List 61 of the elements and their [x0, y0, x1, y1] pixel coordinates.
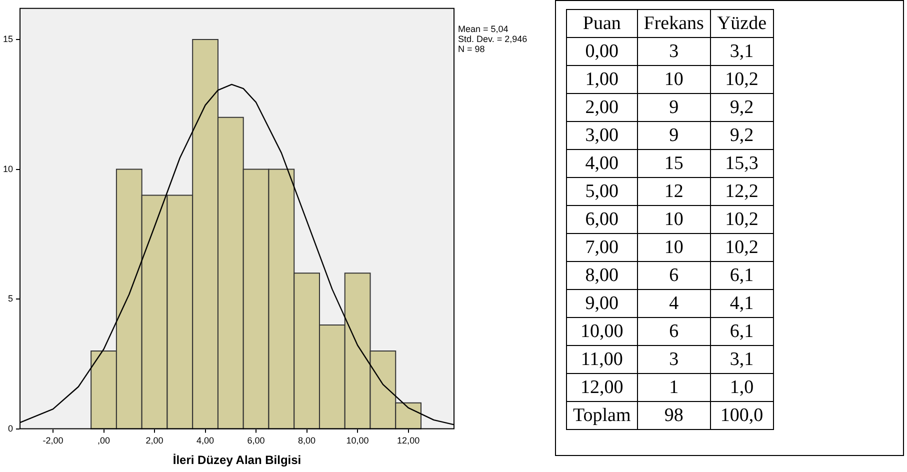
text: Toplam [566, 402, 638, 430]
x-tick-label: 2,00 [146, 436, 164, 446]
text: 9 [637, 122, 710, 150]
text: Std. Dev. = 2,946 [458, 34, 528, 44]
text: 9,2 [710, 122, 774, 150]
text: Yüzde [710, 10, 774, 38]
y-tick-label: 5 [8, 294, 14, 304]
text: 8,00 [566, 262, 638, 290]
text: 6,00 [566, 206, 638, 234]
text: 3 [637, 38, 710, 66]
text: 1,00 [566, 66, 638, 94]
text: 4,1 [710, 290, 774, 318]
text: 12,2 [710, 178, 774, 206]
x-tick-label: 4,00 [196, 436, 214, 446]
text: 15 [637, 150, 710, 178]
x-tick-label: 6,00 [247, 436, 265, 446]
text: 7,00 [566, 234, 638, 262]
text: 3,1 [710, 38, 774, 66]
x-tick-label: -2,00 [42, 436, 64, 446]
y-tick-label: 15 [2, 34, 14, 44]
text: 10 [637, 206, 710, 234]
text: 10,2 [710, 66, 774, 94]
text: 3,1 [710, 346, 774, 374]
text: 1 [637, 374, 710, 402]
text: 10,2 [710, 206, 774, 234]
text: Frekans [637, 10, 710, 38]
text: Puan [566, 10, 638, 38]
text: 3,00 [566, 122, 638, 150]
text: 10 [637, 66, 710, 94]
text: 11,00 [566, 346, 638, 374]
text: 5,00 [566, 178, 638, 206]
y-tick-label: 10 [2, 164, 14, 174]
text: 10,00 [566, 318, 638, 346]
text: 10,2 [710, 234, 774, 262]
text: 4,00 [566, 150, 638, 178]
text: 6,1 [710, 262, 774, 290]
y-tick-label: 0 [8, 423, 14, 434]
text: 15,3 [710, 150, 774, 178]
x-tick-label: ,00 [98, 436, 110, 446]
text: 12,00 [566, 374, 638, 402]
text: 6 [637, 318, 710, 346]
text: 6,1 [710, 318, 774, 346]
text: Mean = 5,04 [458, 24, 510, 34]
text: 9 [637, 94, 710, 122]
text: 6 [637, 262, 710, 290]
text: 4 [637, 290, 710, 318]
text: 3 [637, 346, 710, 374]
text: 2,00 [566, 94, 638, 122]
text: 9,2 [710, 94, 774, 122]
text: 12 [637, 178, 710, 206]
text: 0,00 [566, 38, 638, 66]
x-axis-title: İleri Düzey Alan Bilgisi [172, 453, 302, 468]
x-tick-label: 8,00 [298, 436, 316, 446]
text: 1,0 [710, 374, 774, 402]
x-tick-label: 12,00 [397, 436, 420, 446]
x-tick-label: 10,00 [346, 436, 369, 446]
text: 10 [637, 234, 710, 262]
text: 100,0 [710, 402, 774, 430]
text: 98 [637, 402, 710, 430]
text: N = 98 [458, 44, 486, 54]
text: 9,00 [566, 290, 638, 318]
